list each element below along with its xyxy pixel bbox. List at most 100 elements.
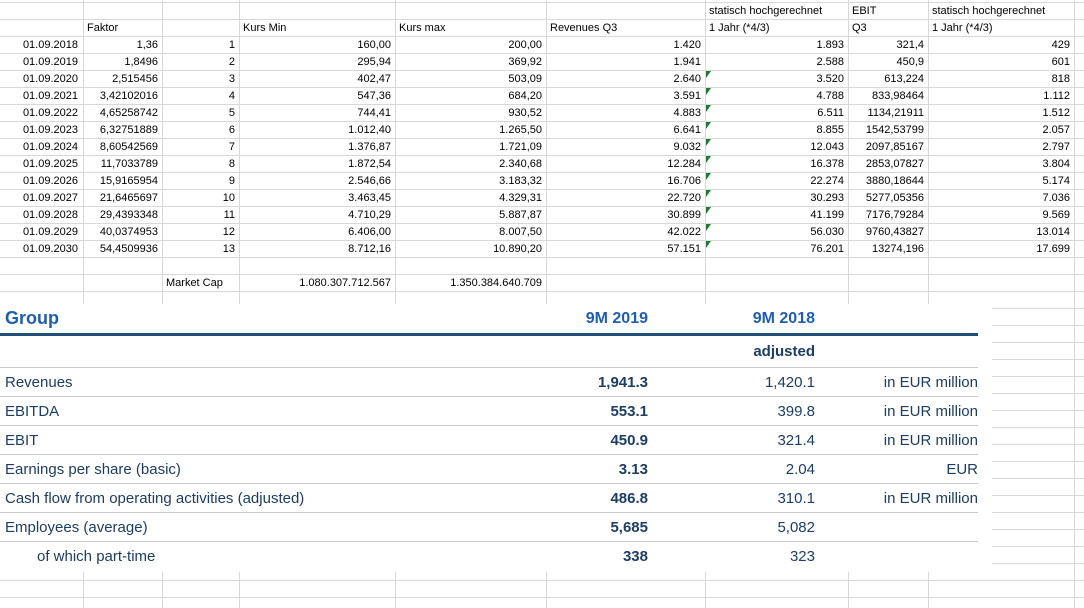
cell-d35[interactable] bbox=[240, 564, 396, 581]
cell-j24[interactable] bbox=[1075, 377, 1084, 394]
cell-c12[interactable]: 9 bbox=[163, 173, 240, 190]
cell-i4[interactable]: 429 bbox=[929, 37, 1075, 54]
cell-d8[interactable]: 744,41 bbox=[240, 105, 396, 122]
cell-h17[interactable] bbox=[849, 258, 929, 275]
cell-e13[interactable]: 4.329,31 bbox=[396, 190, 547, 207]
cell-a10[interactable]: 01.09.2024 bbox=[0, 139, 84, 156]
cell-e18[interactable]: 1.350.384.640.709 bbox=[396, 275, 547, 292]
cell-b2[interactable] bbox=[84, 3, 163, 20]
cell-f13[interactable]: 22.720 bbox=[547, 190, 706, 207]
cell-j32[interactable] bbox=[1075, 513, 1084, 530]
cell-d14[interactable]: 4.710,29 bbox=[240, 207, 396, 224]
cell-c16[interactable]: 13 bbox=[163, 241, 240, 258]
cell-f17[interactable] bbox=[547, 258, 706, 275]
cell-g4[interactable]: 1.893 bbox=[706, 37, 849, 54]
cell-e4[interactable]: 200,00 bbox=[396, 37, 547, 54]
cell-c4[interactable]: 1 bbox=[163, 37, 240, 54]
cell-i26[interactable] bbox=[929, 411, 1075, 428]
cell-g2[interactable]: statisch hochgerechnet bbox=[706, 3, 849, 20]
cell-c17[interactable] bbox=[163, 258, 240, 275]
cell-b7[interactable]: 3,42102016 bbox=[84, 88, 163, 105]
cell-a37[interactable] bbox=[0, 598, 84, 608]
cell-d37[interactable] bbox=[240, 598, 396, 608]
cell-h13[interactable]: 5277,05356 bbox=[849, 190, 929, 207]
cell-j13[interactable] bbox=[1075, 190, 1084, 207]
cell-b5[interactable]: 1,8496 bbox=[84, 54, 163, 71]
cell-f18[interactable] bbox=[547, 275, 706, 292]
cell-i14[interactable]: 9.569 bbox=[929, 207, 1075, 224]
cell-f7[interactable]: 3.591 bbox=[547, 88, 706, 105]
cell-c3[interactable] bbox=[163, 20, 240, 37]
cell-d12[interactable]: 2.546,66 bbox=[240, 173, 396, 190]
cell-j6[interactable] bbox=[1075, 71, 1084, 88]
cell-g12[interactable]: 22.274 bbox=[706, 173, 849, 190]
cell-d18[interactable]: 1.080.307.712.567 bbox=[240, 275, 396, 292]
cell-a9[interactable]: 01.09.2023 bbox=[0, 122, 84, 139]
cell-d5[interactable]: 295,94 bbox=[240, 54, 396, 71]
cell-f12[interactable]: 16.706 bbox=[547, 173, 706, 190]
cell-e17[interactable] bbox=[396, 258, 547, 275]
cell-b8[interactable]: 4,65258742 bbox=[84, 105, 163, 122]
cell-a4[interactable]: 01.09.2018 bbox=[0, 37, 84, 54]
cell-a13[interactable]: 01.09.2027 bbox=[0, 190, 84, 207]
cell-i33[interactable] bbox=[929, 530, 1075, 547]
cell-f3[interactable]: Revenues Q3 bbox=[547, 20, 706, 37]
cell-g13[interactable]: 30.293 bbox=[706, 190, 849, 207]
cell-b37[interactable] bbox=[84, 598, 163, 608]
cell-a14[interactable]: 01.09.2028 bbox=[0, 207, 84, 224]
cell-f2[interactable] bbox=[547, 3, 706, 20]
cell-c8[interactable]: 5 bbox=[163, 105, 240, 122]
cell-j7[interactable] bbox=[1075, 88, 1084, 105]
cell-j9[interactable] bbox=[1075, 122, 1084, 139]
cell-a6[interactable]: 01.09.2020 bbox=[0, 71, 84, 88]
cell-c7[interactable]: 4 bbox=[163, 88, 240, 105]
cell-g5[interactable]: 2.588 bbox=[706, 54, 849, 71]
cell-g3[interactable]: 1 Jahr (*4/3) bbox=[706, 20, 849, 37]
cell-b35[interactable] bbox=[84, 564, 163, 581]
cell-b4[interactable]: 1,36 bbox=[84, 37, 163, 54]
cell-j23[interactable] bbox=[1075, 360, 1084, 377]
cell-b10[interactable]: 8,60542569 bbox=[84, 139, 163, 156]
cell-h37[interactable] bbox=[849, 598, 929, 608]
cell-a17[interactable] bbox=[0, 258, 84, 275]
cell-e16[interactable]: 10.890,20 bbox=[396, 241, 547, 258]
cell-d17[interactable] bbox=[240, 258, 396, 275]
cell-a16[interactable]: 01.09.2030 bbox=[0, 241, 84, 258]
cell-g36[interactable] bbox=[706, 581, 849, 598]
cell-i29[interactable] bbox=[929, 462, 1075, 479]
cell-e3[interactable]: Kurs max bbox=[396, 20, 547, 37]
cell-g7[interactable]: 4.788 bbox=[706, 88, 849, 105]
cell-j30[interactable] bbox=[1075, 479, 1084, 496]
cell-b9[interactable]: 6,32751889 bbox=[84, 122, 163, 139]
cell-e12[interactable]: 3.183,32 bbox=[396, 173, 547, 190]
cell-j12[interactable] bbox=[1075, 173, 1084, 190]
cell-f8[interactable]: 4.883 bbox=[547, 105, 706, 122]
cell-c13[interactable]: 10 bbox=[163, 190, 240, 207]
cell-d4[interactable]: 160,00 bbox=[240, 37, 396, 54]
cell-j15[interactable] bbox=[1075, 224, 1084, 241]
cell-h6[interactable]: 613,224 bbox=[849, 71, 929, 88]
cell-h4[interactable]: 321,4 bbox=[849, 37, 929, 54]
cell-j22[interactable] bbox=[1075, 343, 1084, 360]
cell-d6[interactable]: 402,47 bbox=[240, 71, 396, 88]
cell-i15[interactable]: 13.014 bbox=[929, 224, 1075, 241]
cell-j25[interactable] bbox=[1075, 394, 1084, 411]
cell-b11[interactable]: 11,7033789 bbox=[84, 156, 163, 173]
cell-i18[interactable] bbox=[929, 275, 1075, 292]
cell-e9[interactable]: 1.265,50 bbox=[396, 122, 547, 139]
cell-i19[interactable] bbox=[929, 292, 1075, 309]
cell-c9[interactable]: 6 bbox=[163, 122, 240, 139]
cell-e35[interactable] bbox=[396, 564, 547, 581]
cell-b13[interactable]: 21,6465697 bbox=[84, 190, 163, 207]
cell-i22[interactable] bbox=[929, 343, 1075, 360]
cell-f6[interactable]: 2.640 bbox=[547, 71, 706, 88]
cell-d7[interactable]: 547,36 bbox=[240, 88, 396, 105]
cell-a8[interactable]: 01.09.2022 bbox=[0, 105, 84, 122]
cell-g9[interactable]: 8.855 bbox=[706, 122, 849, 139]
cell-e11[interactable]: 2.340,68 bbox=[396, 156, 547, 173]
cell-j2[interactable] bbox=[1075, 3, 1084, 20]
cell-h15[interactable]: 9760,43827 bbox=[849, 224, 929, 241]
cell-j34[interactable] bbox=[1075, 547, 1084, 564]
cell-h12[interactable]: 3880,18644 bbox=[849, 173, 929, 190]
cell-g14[interactable]: 41.199 bbox=[706, 207, 849, 224]
